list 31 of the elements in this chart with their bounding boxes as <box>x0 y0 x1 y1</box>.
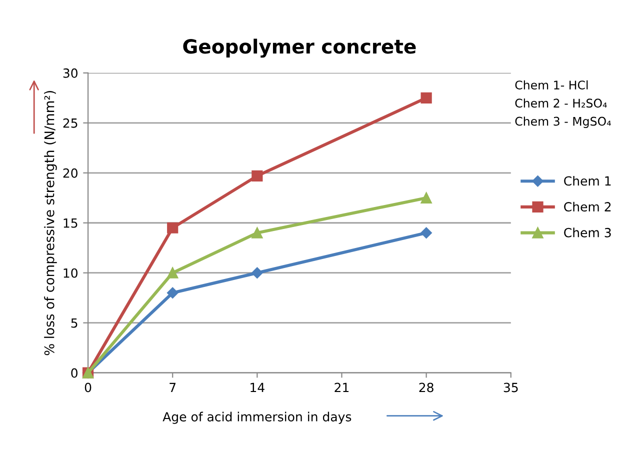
x-tick-label: 21 <box>334 382 349 392</box>
y-tick-label: 30 <box>63 68 78 78</box>
legend-label: Chem 1 <box>564 176 611 186</box>
point <box>167 267 178 278</box>
point <box>167 222 178 234</box>
y-axis-title: % loss of compressive strength (N/mm²) <box>44 90 57 356</box>
text: Chem 2 - H₂SO₄ <box>515 98 607 108</box>
y-tick-label: 10 <box>64 268 78 278</box>
point <box>252 227 263 238</box>
x-tick-label: 28 <box>419 382 434 392</box>
chart-title: Geopolymer concrete <box>183 38 416 58</box>
point <box>252 267 263 278</box>
y-tick-label: 20 <box>63 168 78 178</box>
point <box>420 227 432 238</box>
y-tick-label: 15 <box>64 218 78 228</box>
point <box>420 92 432 104</box>
text: Chem 3 - MgSO₄ <box>515 116 611 128</box>
x-tick-label: 0 <box>84 382 92 392</box>
text: Chem 1- HCl <box>515 80 588 90</box>
point <box>252 170 263 182</box>
x-tick-label: 14 <box>250 382 264 392</box>
x-tick-label: 7 <box>170 382 176 392</box>
point <box>420 192 432 204</box>
x-tick-label: 35 <box>504 382 518 392</box>
y-tick-label: 0 <box>71 368 78 378</box>
y-tick-label: 5 <box>71 318 78 328</box>
y-tick-label: 25 <box>63 118 78 128</box>
legend-label: Chem 3 <box>564 228 611 238</box>
x-axis-title: Age of acid immersion in days <box>162 412 352 424</box>
point <box>167 287 178 298</box>
legend-label: Chem 2 <box>564 202 611 212</box>
